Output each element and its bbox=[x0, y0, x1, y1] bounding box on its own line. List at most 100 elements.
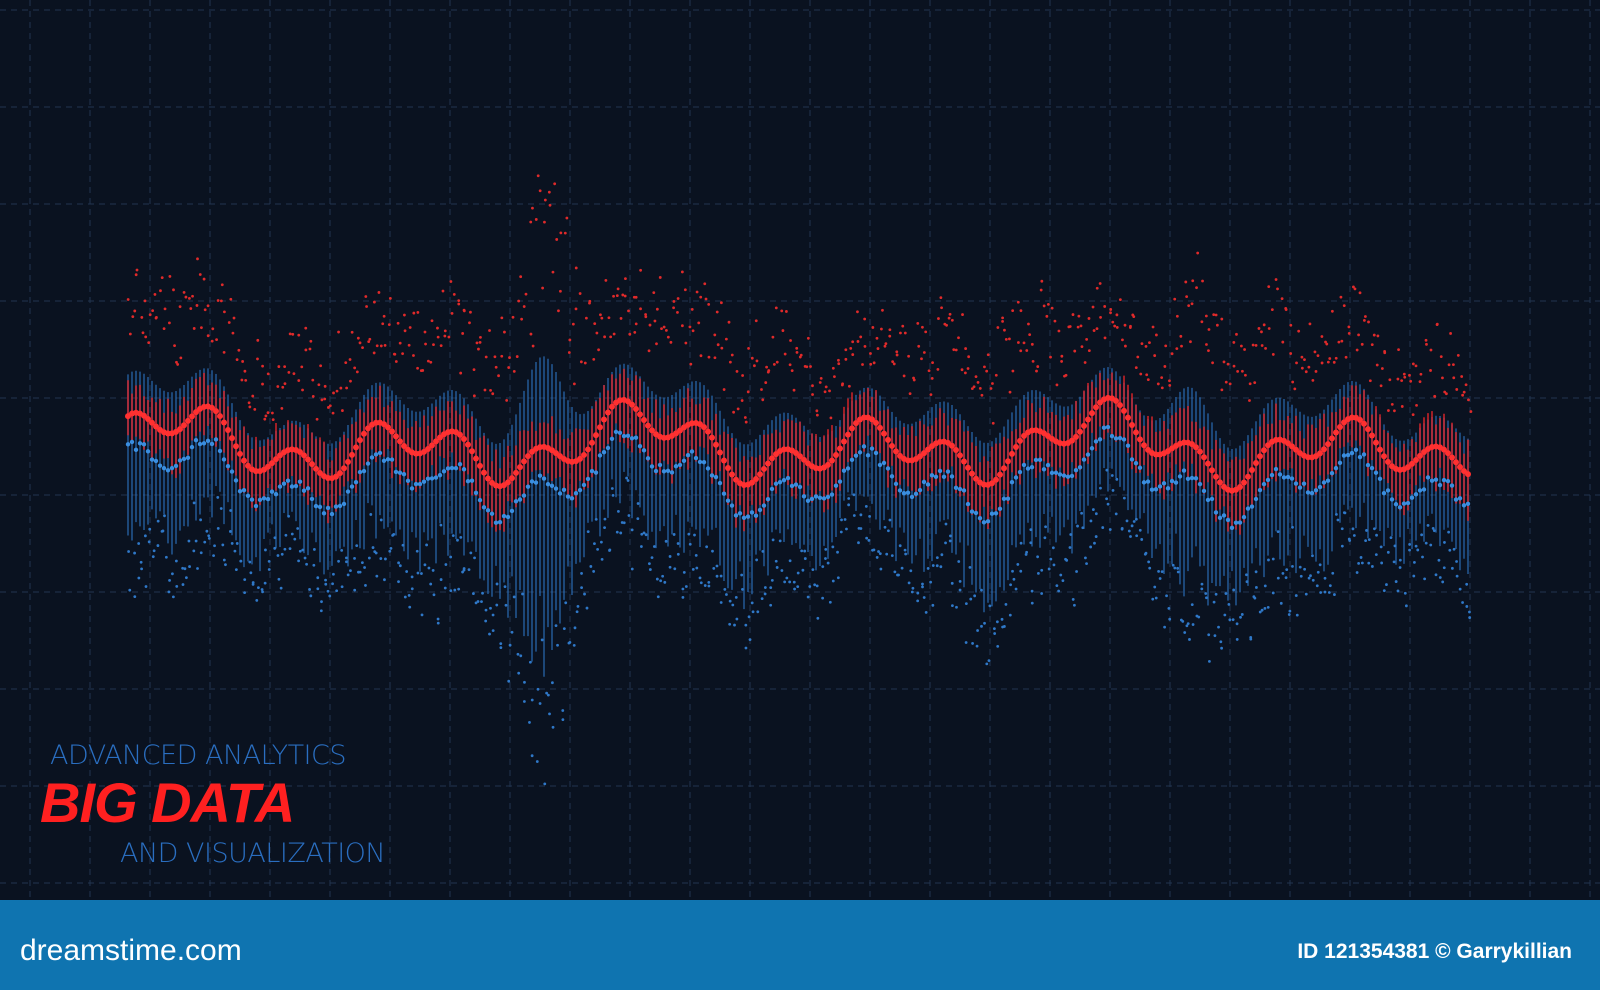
red-speck bbox=[619, 317, 623, 320]
blue-speck bbox=[839, 530, 843, 534]
red-dot bbox=[485, 475, 491, 482]
blue-speck bbox=[592, 570, 596, 573]
red-speck bbox=[401, 352, 405, 356]
red-speck bbox=[1281, 340, 1285, 344]
blue-speck bbox=[585, 606, 589, 610]
blue-speck bbox=[449, 589, 453, 593]
red-dot bbox=[793, 449, 799, 456]
blue-dot bbox=[1329, 471, 1335, 476]
red-speck bbox=[1111, 320, 1115, 324]
blue-dot bbox=[181, 456, 187, 462]
red-dot bbox=[797, 453, 803, 460]
red-speck bbox=[599, 313, 602, 317]
blue-dot bbox=[885, 466, 891, 471]
red-dot bbox=[957, 452, 963, 459]
blue-speck bbox=[1412, 574, 1416, 578]
red-speck bbox=[1095, 327, 1099, 331]
blue-dot bbox=[1237, 520, 1243, 525]
red-speck bbox=[901, 324, 905, 328]
blue-speck bbox=[951, 604, 954, 608]
blue-dot bbox=[1205, 497, 1211, 503]
blue-speck bbox=[1068, 546, 1072, 549]
red-speck bbox=[902, 374, 906, 378]
red-dot bbox=[833, 451, 839, 458]
blue-speck bbox=[1059, 573, 1063, 577]
blue-speck bbox=[1101, 526, 1105, 529]
blue-dot bbox=[605, 445, 611, 451]
red-speck bbox=[394, 360, 398, 363]
blue-speck bbox=[1443, 541, 1446, 544]
red-speck bbox=[1347, 325, 1351, 329]
red-dot bbox=[869, 416, 875, 423]
blue-speck bbox=[1370, 565, 1374, 568]
blue-dot bbox=[129, 439, 135, 445]
blue-speck bbox=[659, 579, 663, 583]
red-speck bbox=[1236, 369, 1240, 373]
blue-dot bbox=[1113, 436, 1119, 441]
blue-speck bbox=[1328, 584, 1332, 588]
blue-dot bbox=[1269, 472, 1275, 478]
red-speck bbox=[1175, 347, 1179, 351]
blue-speck bbox=[1085, 562, 1088, 566]
red-dot bbox=[1249, 467, 1255, 474]
red-speck bbox=[216, 299, 220, 302]
blue-dot bbox=[661, 469, 667, 474]
blue-dot bbox=[1429, 478, 1435, 483]
blue-speck bbox=[192, 549, 196, 553]
blue-speck bbox=[1382, 589, 1386, 593]
red-dot bbox=[1093, 404, 1099, 411]
blue-speck bbox=[845, 527, 848, 531]
red-speck bbox=[317, 383, 321, 387]
blue-dot bbox=[713, 474, 719, 480]
red-dot bbox=[1361, 420, 1367, 427]
red-speck bbox=[1411, 413, 1415, 417]
blue-speck bbox=[284, 533, 288, 537]
red-dot bbox=[361, 430, 367, 437]
blue-speck bbox=[152, 549, 156, 553]
blue-speck bbox=[610, 487, 614, 490]
blue-dot bbox=[617, 430, 623, 436]
red-speck bbox=[277, 365, 281, 368]
blue-speck bbox=[783, 580, 787, 584]
blue-speck bbox=[257, 586, 260, 590]
blue-speck bbox=[181, 583, 185, 586]
blue-dot bbox=[625, 433, 631, 439]
blue-dot bbox=[405, 478, 411, 484]
blue-speck bbox=[316, 576, 320, 580]
red-dot bbox=[469, 448, 475, 455]
red-speck bbox=[713, 356, 717, 360]
blue-dot bbox=[1377, 476, 1383, 481]
blue-speck bbox=[788, 580, 792, 584]
blue-speck bbox=[1099, 486, 1102, 490]
red-speck bbox=[871, 326, 875, 329]
red-speck bbox=[1360, 342, 1364, 346]
blue-speck bbox=[175, 585, 179, 588]
blue-speck bbox=[207, 536, 211, 540]
blue-speck bbox=[980, 588, 983, 592]
red-speck bbox=[211, 327, 215, 331]
red-speck bbox=[555, 238, 559, 241]
red-speck bbox=[237, 348, 241, 352]
blue-dot bbox=[757, 507, 763, 513]
red-speck bbox=[767, 369, 771, 372]
red-speck bbox=[548, 203, 552, 207]
blue-dot bbox=[1245, 506, 1251, 511]
blue-speck bbox=[1437, 558, 1441, 562]
blue-dot bbox=[1333, 465, 1339, 471]
red-speck bbox=[616, 287, 620, 291]
red-speck bbox=[1175, 314, 1179, 318]
blue-dot bbox=[721, 491, 727, 496]
blue-speck bbox=[1140, 538, 1144, 541]
blue-dot bbox=[217, 448, 223, 454]
red-speck bbox=[472, 394, 476, 398]
red-speck bbox=[403, 313, 406, 317]
red-dot bbox=[1265, 442, 1271, 449]
blue-dot bbox=[1233, 520, 1239, 525]
red-dot bbox=[1449, 454, 1455, 461]
red-speck bbox=[1411, 362, 1415, 366]
red-speck bbox=[908, 392, 912, 396]
red-speck bbox=[1053, 319, 1057, 323]
blue-dot bbox=[277, 484, 283, 489]
red-speck bbox=[219, 299, 223, 303]
red-speck bbox=[372, 300, 376, 304]
